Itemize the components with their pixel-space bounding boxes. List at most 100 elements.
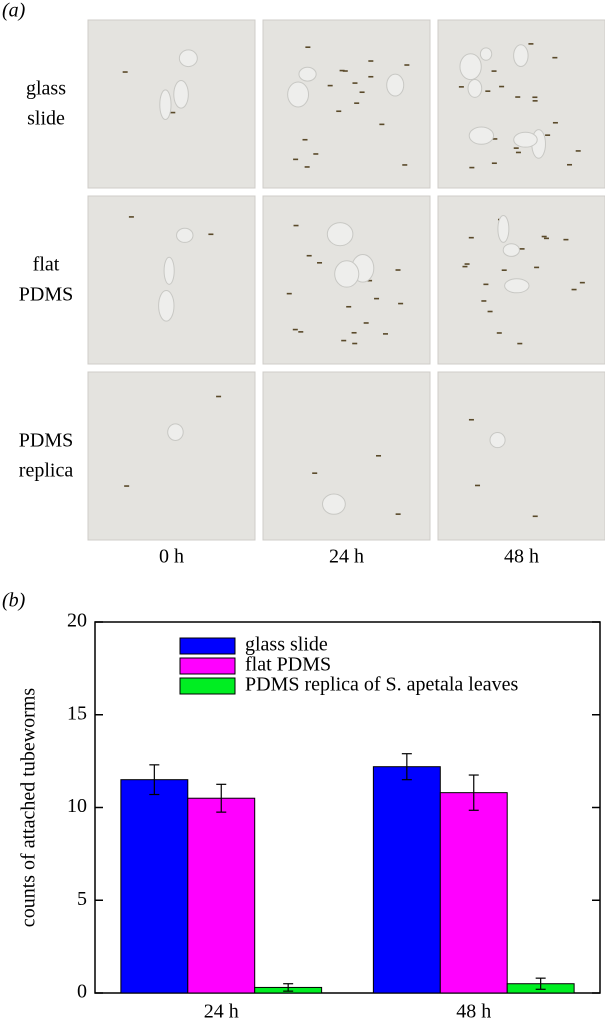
photo (262, 371, 431, 541)
speck (528, 43, 534, 45)
speck (216, 395, 222, 398)
speck (468, 418, 474, 421)
speck (487, 310, 493, 313)
speck (124, 485, 130, 487)
speck (532, 515, 538, 518)
speck (398, 302, 404, 305)
droplet (326, 222, 354, 247)
speck (513, 147, 519, 149)
speck (367, 279, 373, 282)
speck (541, 235, 547, 238)
droplet (467, 78, 483, 98)
speck (532, 96, 538, 99)
row-label: slide (27, 108, 65, 130)
droplet (334, 260, 360, 288)
speck (304, 166, 310, 168)
speck (515, 96, 521, 98)
speck (128, 216, 134, 218)
speck (122, 71, 128, 73)
speck (292, 328, 298, 331)
speck (552, 121, 558, 124)
droplet (513, 44, 529, 68)
y-tick-label: 10 (67, 795, 87, 817)
column-label: 0 h (159, 546, 184, 568)
photo (262, 19, 431, 189)
photo (87, 371, 256, 541)
bar (120, 779, 189, 994)
speck (336, 110, 342, 113)
speck (402, 164, 408, 166)
row-label: PDMS (19, 284, 73, 306)
speck (352, 342, 358, 345)
speck (382, 333, 388, 335)
speck (342, 70, 348, 72)
legend-label: PDMS replica of S. apetala leaves (245, 674, 518, 696)
speck (481, 300, 487, 302)
droplet (321, 493, 346, 515)
speck (346, 305, 352, 308)
error-bar (283, 983, 294, 992)
speck (563, 238, 569, 241)
speck (339, 69, 345, 72)
speck (496, 332, 502, 334)
speck (483, 283, 489, 286)
x-tick-label: 24 h (204, 1001, 239, 1023)
droplet (504, 278, 530, 294)
droplet (489, 431, 506, 449)
speck (379, 123, 385, 126)
legend-swatch (179, 637, 236, 655)
speck (363, 322, 369, 324)
photo (437, 371, 605, 541)
speck (341, 339, 347, 342)
droplet (163, 256, 175, 285)
speck (492, 138, 498, 140)
y-tick-label: 5 (77, 888, 87, 910)
speck (286, 292, 292, 295)
y-tick-label: 0 (77, 981, 87, 1003)
speck (404, 64, 410, 66)
speck (395, 513, 401, 515)
droplet (287, 81, 310, 108)
speck (317, 262, 323, 264)
droplet (158, 289, 175, 322)
legend-label: glass slide (245, 634, 328, 656)
speck (501, 269, 507, 271)
speck (327, 84, 333, 87)
speck (499, 85, 505, 88)
droplet (502, 243, 520, 257)
error-bar (149, 764, 160, 796)
speck (579, 281, 585, 284)
speck (469, 166, 475, 169)
speck (306, 254, 312, 257)
y-tick-label: 20 (67, 610, 87, 632)
error-bar (468, 774, 479, 811)
speck (368, 60, 374, 62)
bar (372, 766, 441, 994)
speck (515, 151, 521, 154)
panel-label: (b) (2, 590, 26, 612)
row-label: PDMS (19, 430, 73, 452)
speck (298, 331, 304, 333)
legend-swatch (179, 677, 236, 695)
bar (187, 797, 256, 994)
column-label: 24 h (329, 546, 364, 568)
speck (170, 111, 176, 114)
error-bar (216, 783, 227, 813)
speck (543, 237, 549, 240)
legend-label: flat PDMS (245, 654, 331, 676)
column-label: 48 h (504, 546, 539, 568)
speck (532, 100, 538, 102)
speck (293, 158, 299, 161)
speck (374, 297, 380, 300)
speck (293, 224, 299, 227)
speck (519, 248, 525, 250)
panel-label: (a) (2, 0, 26, 22)
row-label: replica (19, 460, 74, 482)
speck (475, 484, 481, 487)
speck (571, 288, 577, 291)
droplet (459, 53, 482, 81)
droplet (176, 227, 194, 243)
speck (312, 472, 318, 474)
droplet (513, 131, 538, 148)
